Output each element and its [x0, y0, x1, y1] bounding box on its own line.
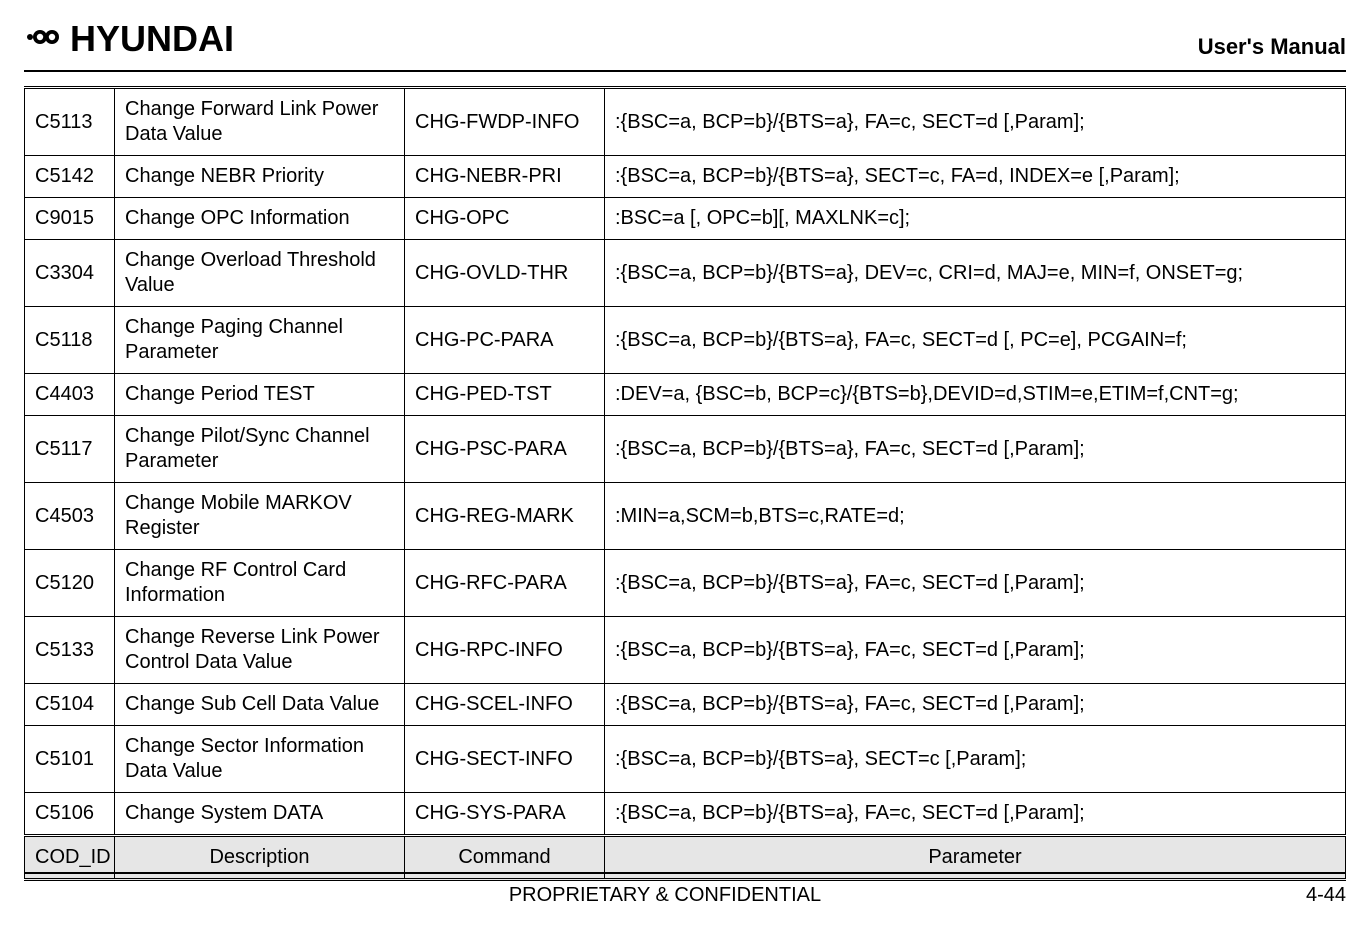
table-row: C5133 Change Reverse Link Power Control … [25, 617, 1346, 684]
table-row: C5106 Change System DATA CHG-SYS-PARA :{… [25, 793, 1346, 836]
cell-param: :{BSC=a, BCP=b}/{BTS=a}, FA=c, SECT=d [,… [605, 550, 1346, 617]
cell-param: :{BSC=a, BCP=b}/{BTS=a}, SECT=c, FA=d, I… [605, 156, 1346, 198]
table-row: C5104 Change Sub Cell Data Value CHG-SCE… [25, 684, 1346, 726]
cell-desc: Change Period TEST [115, 374, 405, 416]
cell-cmd: CHG-RFC-PARA [405, 550, 605, 617]
command-table: C5113 Change Forward Link Power Data Val… [24, 86, 1346, 881]
cell-desc: Change Sub Cell Data Value [115, 684, 405, 726]
cell-cmd: CHG-PED-TST [405, 374, 605, 416]
cell-desc: Change Overload Threshold Value [115, 240, 405, 307]
hyundai-mark-icon [24, 22, 64, 57]
cell-cmd: CHG-FWDP-INFO [405, 88, 605, 156]
cell-param: :{BSC=a, BCP=b}/{BTS=a}, FA=c, SECT=d [,… [605, 684, 1346, 726]
table-row: C4503 Change Mobile MARKOV Register CHG-… [25, 483, 1346, 550]
cell-desc: Change NEBR Priority [115, 156, 405, 198]
cell-codid: C5101 [25, 726, 115, 793]
cell-cmd: CHG-OPC [405, 198, 605, 240]
cell-cmd: CHG-REG-MARK [405, 483, 605, 550]
cell-codid: C9015 [25, 198, 115, 240]
cell-codid: C4503 [25, 483, 115, 550]
cell-codid: C5142 [25, 156, 115, 198]
cell-desc: Change Sector Information Data Value [115, 726, 405, 793]
cell-cmd: CHG-SYS-PARA [405, 793, 605, 836]
footer-center-text: PROPRIETARY & CONFIDENTIAL [509, 884, 821, 907]
cell-codid: C5120 [25, 550, 115, 617]
table-row: C5117 Change Pilot/Sync Channel Paramete… [25, 416, 1346, 483]
cell-desc: Change Forward Link Power Data Value [115, 88, 405, 156]
cell-param: :BSC=a [, OPC=b][, MAXLNK=c]; [605, 198, 1346, 240]
brand-logo: HYUNDAI [24, 18, 234, 60]
cell-codid: C3304 [25, 240, 115, 307]
cell-desc: Change Pilot/Sync Channel Parameter [115, 416, 405, 483]
cell-desc: Change RF Control Card Information [115, 550, 405, 617]
cell-codid: C5118 [25, 307, 115, 374]
table-row: C3304 Change Overload Threshold Value CH… [25, 240, 1346, 307]
cell-codid: C5113 [25, 88, 115, 156]
cell-cmd: CHG-PSC-PARA [405, 416, 605, 483]
table-row: C5142 Change NEBR Priority CHG-NEBR-PRI … [25, 156, 1346, 198]
cell-cmd: CHG-NEBR-PRI [405, 156, 605, 198]
page-header: HYUNDAI User's Manual [24, 18, 1346, 68]
cell-param: :{BSC=a, BCP=b}/{BTS=a}, FA=c, SECT=d [,… [605, 88, 1346, 156]
cell-desc: Change Reverse Link Power Control Data V… [115, 617, 405, 684]
page: HYUNDAI User's Manual C5113 Change Forwa… [0, 0, 1370, 935]
cell-cmd: CHG-SECT-INFO [405, 726, 605, 793]
cell-cmd: CHG-RPC-INFO [405, 617, 605, 684]
cell-codid: C5104 [25, 684, 115, 726]
command-table-body: C5113 Change Forward Link Power Data Val… [25, 88, 1346, 880]
table-row: C5118 Change Paging Channel Parameter CH… [25, 307, 1346, 374]
cell-param: :{BSC=a, BCP=b}/{BTS=a}, FA=c, SECT=d [,… [605, 617, 1346, 684]
cell-param: :{BSC=a, BCP=b}/{BTS=a}, FA=c, SECT=d [,… [605, 307, 1346, 374]
table-row: C5101 Change Sector Information Data Val… [25, 726, 1346, 793]
page-footer: PROPRIETARY & CONFIDENTIAL 4-44 [24, 872, 1346, 907]
cell-desc: Change System DATA [115, 793, 405, 836]
footer-rule [24, 872, 1346, 874]
cell-cmd: CHG-PC-PARA [405, 307, 605, 374]
cell-param: :{BSC=a, BCP=b}/{BTS=a}, SECT=c [,Param]… [605, 726, 1346, 793]
cell-cmd: CHG-OVLD-THR [405, 240, 605, 307]
cell-codid: C5117 [25, 416, 115, 483]
cell-param: :MIN=a,SCM=b,BTS=c,RATE=d; [605, 483, 1346, 550]
table-row: C4403 Change Period TEST CHG-PED-TST :DE… [25, 374, 1346, 416]
table-row: C5120 Change RF Control Card Information… [25, 550, 1346, 617]
brand-logo-text: HYUNDAI [70, 18, 234, 60]
cell-param: :DEV=a, {BSC=b, BCP=c}/{BTS=b},DEVID=d,S… [605, 374, 1346, 416]
cell-desc: Change Paging Channel Parameter [115, 307, 405, 374]
footer-page-number: 4-44 [1306, 884, 1346, 907]
cell-codid: C4403 [25, 374, 115, 416]
cell-codid: C5106 [25, 793, 115, 836]
cell-param: :{BSC=a, BCP=b}/{BTS=a}, FA=c, SECT=d [,… [605, 793, 1346, 836]
cell-desc: Change Mobile MARKOV Register [115, 483, 405, 550]
header-rule [24, 70, 1346, 72]
cell-codid: C5133 [25, 617, 115, 684]
table-row: C5113 Change Forward Link Power Data Val… [25, 88, 1346, 156]
table-row: C9015 Change OPC Information CHG-OPC :BS… [25, 198, 1346, 240]
cell-cmd: CHG-SCEL-INFO [405, 684, 605, 726]
cell-desc: Change OPC Information [115, 198, 405, 240]
cell-param: :{BSC=a, BCP=b}/{BTS=a}, DEV=c, CRI=d, M… [605, 240, 1346, 307]
cell-param: :{BSC=a, BCP=b}/{BTS=a}, FA=c, SECT=d [,… [605, 416, 1346, 483]
manual-title: User's Manual [1198, 34, 1346, 60]
